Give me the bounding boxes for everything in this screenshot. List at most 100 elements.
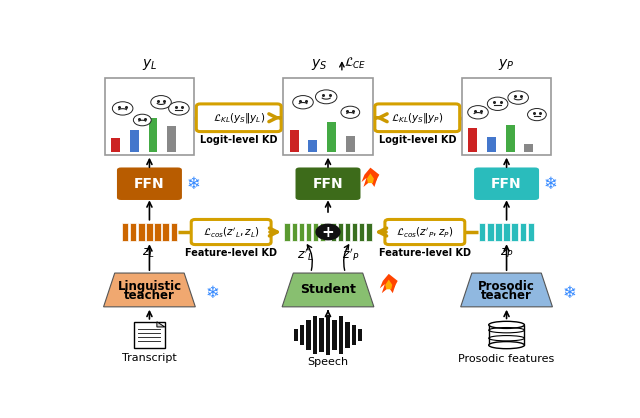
Bar xyxy=(154,223,161,241)
Circle shape xyxy=(527,109,547,121)
Text: Prosodic: Prosodic xyxy=(478,280,535,293)
Bar xyxy=(359,223,365,241)
Text: $\mathcal{L}_{KL}(y_S\|y_P)$: $\mathcal{L}_{KL}(y_S\|y_P)$ xyxy=(391,111,444,125)
Bar xyxy=(111,138,120,153)
Bar xyxy=(285,223,291,241)
Bar xyxy=(332,319,337,350)
Polygon shape xyxy=(367,173,374,183)
FancyBboxPatch shape xyxy=(385,219,465,245)
Bar xyxy=(308,140,317,153)
Bar xyxy=(352,223,358,241)
Bar xyxy=(520,223,526,241)
Bar xyxy=(307,319,311,350)
Bar xyxy=(170,223,177,241)
Bar xyxy=(495,223,502,241)
Bar xyxy=(146,223,153,241)
Circle shape xyxy=(292,96,313,109)
Bar xyxy=(479,223,486,241)
Bar xyxy=(290,130,298,153)
Text: ❄: ❄ xyxy=(187,175,201,193)
Polygon shape xyxy=(385,280,392,289)
Circle shape xyxy=(113,102,133,115)
Bar xyxy=(511,223,518,241)
Bar xyxy=(358,329,362,341)
Text: teacher: teacher xyxy=(124,289,175,302)
FancyBboxPatch shape xyxy=(117,168,182,200)
Bar xyxy=(300,325,305,345)
FancyBboxPatch shape xyxy=(474,168,539,200)
Text: +: + xyxy=(322,224,334,240)
Bar xyxy=(294,329,298,341)
Bar xyxy=(130,223,136,241)
Polygon shape xyxy=(104,273,195,307)
Text: Student: Student xyxy=(300,283,356,296)
Text: ❄: ❄ xyxy=(544,175,558,193)
Bar xyxy=(351,325,356,345)
Text: $y_S$: $y_S$ xyxy=(311,57,327,72)
Bar xyxy=(284,77,372,155)
Bar xyxy=(313,316,317,354)
Circle shape xyxy=(508,91,529,104)
Text: Transcript: Transcript xyxy=(122,353,177,363)
Bar xyxy=(345,322,349,348)
Circle shape xyxy=(168,102,189,115)
Bar xyxy=(339,316,343,354)
Bar xyxy=(346,135,355,153)
Ellipse shape xyxy=(489,342,524,349)
Bar xyxy=(506,125,515,153)
Text: Logit-level KD: Logit-level KD xyxy=(200,135,278,145)
Text: $\mathcal{L}_{CE}$: $\mathcal{L}_{CE}$ xyxy=(344,56,367,71)
Bar xyxy=(338,223,344,241)
Ellipse shape xyxy=(489,321,524,329)
Text: teacher: teacher xyxy=(481,289,532,302)
Circle shape xyxy=(151,96,172,109)
Circle shape xyxy=(341,106,360,118)
Bar xyxy=(130,130,139,153)
Text: Feature-level KD: Feature-level KD xyxy=(185,248,277,258)
Text: Logit-level KD: Logit-level KD xyxy=(378,135,456,145)
Bar xyxy=(167,126,176,153)
Bar xyxy=(503,223,510,241)
Bar xyxy=(527,223,534,241)
Bar xyxy=(487,223,493,241)
Bar xyxy=(326,315,330,355)
Text: $z'_P$: $z'_P$ xyxy=(342,247,360,263)
Bar xyxy=(331,223,337,241)
Text: $z'_L$: $z'_L$ xyxy=(297,247,313,263)
Bar xyxy=(134,322,165,348)
Circle shape xyxy=(316,90,337,104)
Bar xyxy=(319,223,325,241)
Bar xyxy=(524,144,533,153)
FancyBboxPatch shape xyxy=(191,219,271,245)
FancyBboxPatch shape xyxy=(296,168,360,200)
Text: Speech: Speech xyxy=(307,357,349,367)
Polygon shape xyxy=(461,273,552,307)
Bar xyxy=(298,223,304,241)
Text: ❄: ❄ xyxy=(563,283,577,301)
FancyBboxPatch shape xyxy=(375,104,460,132)
Bar xyxy=(468,128,477,153)
Polygon shape xyxy=(380,274,397,293)
Bar xyxy=(487,137,496,153)
Text: $z_P$: $z_P$ xyxy=(500,247,513,260)
Text: FFN: FFN xyxy=(492,177,522,191)
Bar xyxy=(489,325,524,345)
Circle shape xyxy=(488,97,508,110)
Circle shape xyxy=(133,114,151,126)
Polygon shape xyxy=(362,168,380,187)
Polygon shape xyxy=(157,322,165,327)
Bar xyxy=(122,223,129,241)
Bar xyxy=(105,77,194,155)
FancyBboxPatch shape xyxy=(196,104,281,132)
Bar xyxy=(345,223,351,241)
Circle shape xyxy=(468,106,488,119)
Circle shape xyxy=(316,224,340,240)
Bar xyxy=(327,122,336,153)
Text: Linguistic: Linguistic xyxy=(117,280,182,293)
Bar xyxy=(138,223,145,241)
Polygon shape xyxy=(282,273,374,307)
Text: $\mathcal{L}_{cos}(z'_L, z_L)$: $\mathcal{L}_{cos}(z'_L, z_L)$ xyxy=(203,225,260,239)
Text: FFN: FFN xyxy=(313,177,343,191)
Bar xyxy=(462,77,551,155)
Text: Prosodic features: Prosodic features xyxy=(458,354,555,364)
